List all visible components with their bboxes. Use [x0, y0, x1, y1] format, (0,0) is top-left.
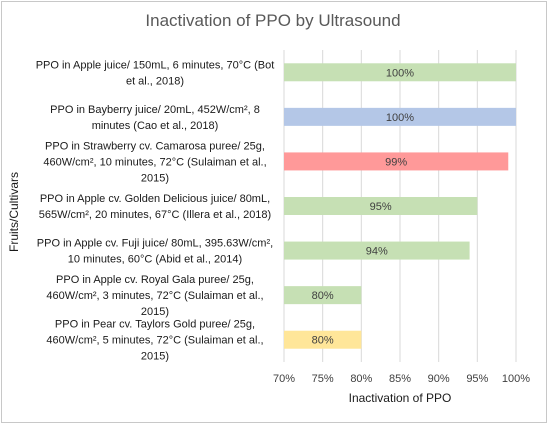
bar-data-label: 80%: [312, 335, 334, 347]
bar: [284, 63, 516, 82]
category-label: PPO in Apple cv. Royal Gala puree/ 25g, 4…: [46, 274, 263, 318]
chart-title: Inactivation of PPO by Ultrasound: [145, 11, 400, 30]
bar: [284, 286, 362, 305]
bar: [284, 241, 470, 260]
data-labels: 100% 100% 99% 95% 94% 80% 80%: [312, 67, 415, 346]
category-label: PPO in Bayberry juice/ 20mL, 452W/cm², 8…: [50, 104, 260, 132]
x-tick-label: 80%: [350, 373, 372, 385]
x-tick-label: 95%: [466, 373, 488, 385]
bar-data-label: 95%: [370, 201, 392, 213]
bar: [284, 107, 516, 126]
x-tick-label: 90%: [428, 373, 450, 385]
bar: [284, 330, 362, 349]
bar-data-label: 80%: [312, 290, 334, 302]
x-tick-labels: 70% 75% 80% 85% 90% 95% 100%: [273, 373, 530, 385]
category-label: PPO in Apple cv. Fuji juice/ 80mL, 395.6…: [37, 238, 273, 266]
category-label: PPO in Strawberry cv. Camarosa puree/ 25…: [43, 140, 266, 184]
category-label: PPO in Apple juice/ 150mL, 6 minutes, 70…: [36, 59, 275, 87]
bar: [284, 152, 509, 171]
x-tick-label: 70%: [273, 373, 295, 385]
category-label: PPO in Pear cv. Taylors Gold puree/ 25g,…: [46, 319, 263, 363]
bar-data-label: 100%: [386, 112, 414, 124]
bar-data-label: 100%: [386, 67, 414, 79]
bar-data-label: 94%: [366, 246, 388, 258]
x-tick-label: 85%: [389, 373, 411, 385]
x-tick-label: 100%: [502, 373, 530, 385]
bar: [284, 197, 478, 215]
y-axis-title: Fruits/Cultivars: [7, 172, 21, 252]
bar-data-label: 99%: [385, 156, 407, 168]
category-labels: PPO in Apple juice/ 150mL, 6 minutes, 70…: [36, 59, 275, 362]
bars: [284, 63, 516, 349]
x-axis-title: Inactivation of PPO: [349, 391, 452, 405]
x-tick-label: 75%: [312, 373, 334, 385]
category-label: PPO in Apple cv. Golden Delicious juice/…: [39, 193, 271, 221]
